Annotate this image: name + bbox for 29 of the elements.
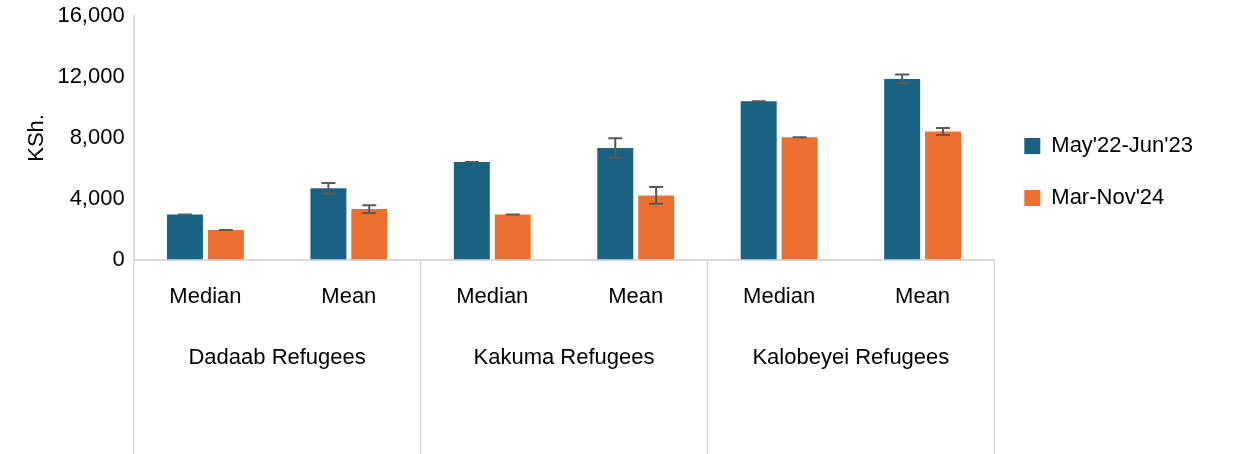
bar (494, 214, 531, 260)
y-tick-label: 4,000 (69, 184, 125, 210)
bar (781, 137, 818, 260)
x-tick-label: Median (743, 282, 816, 308)
y-tick-label: 12,000 (57, 63, 125, 89)
x-tick-label: Mean (321, 282, 377, 308)
bar (884, 78, 921, 260)
bar (597, 148, 634, 260)
y-tick-label: 16,000 (57, 2, 125, 28)
x-tick-label: Median (169, 282, 242, 308)
y-tick-label: 8,000 (69, 123, 125, 149)
bar (740, 101, 777, 260)
bar (166, 214, 203, 260)
bar (925, 131, 962, 260)
y-axis-title: KSh. (23, 114, 49, 162)
text: Kalobeyei Refugees (752, 343, 950, 369)
legend-label: May'22-Jun'23 (1051, 132, 1193, 158)
bar (453, 162, 490, 260)
x-tick-label: Mean (608, 282, 664, 308)
x-tick-label: Mean (895, 282, 951, 308)
x-tick-label: Median (456, 282, 529, 308)
bar (351, 209, 388, 260)
y-tick-label: 0 (112, 245, 125, 271)
legend-label: Mar-Nov'24 (1051, 184, 1165, 210)
bar (638, 195, 675, 260)
bar (310, 188, 347, 260)
text: Dadaab Refugees (188, 343, 366, 369)
text: Kakuma Refugees (473, 343, 655, 369)
bar (207, 229, 244, 260)
